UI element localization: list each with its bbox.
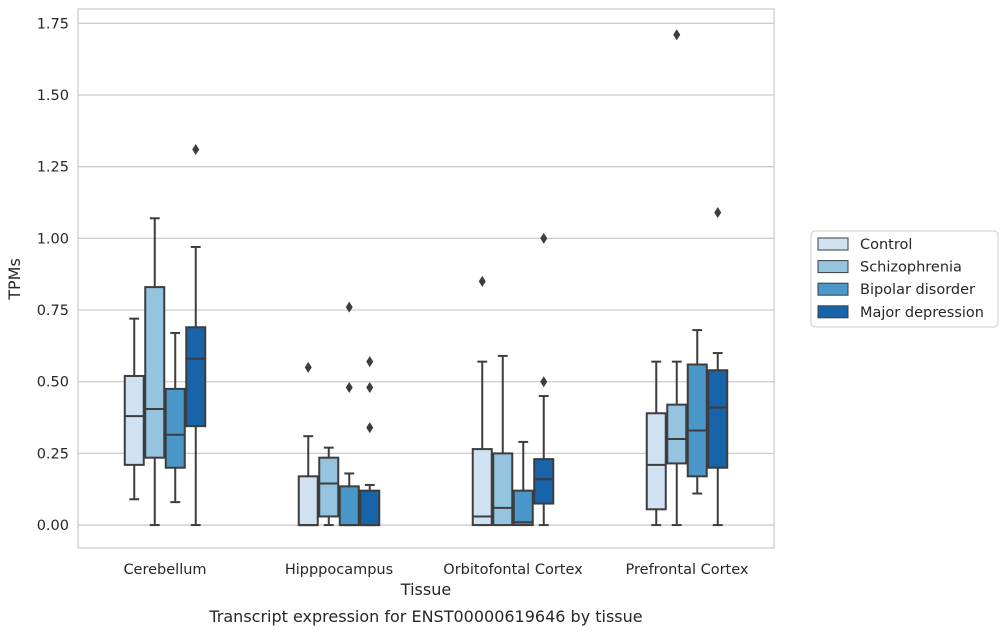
- box-1-1: [318, 446, 340, 527]
- chart-caption: Transcript expression for ENST0000061964…: [208, 607, 642, 626]
- box-iqr: [359, 489, 381, 527]
- y-tick-label: 0.25: [37, 446, 69, 462]
- box-0-3: [185, 143, 207, 527]
- outlier-point: [366, 381, 374, 393]
- outlier-point: [345, 381, 353, 393]
- box-iqr: [185, 326, 207, 428]
- y-tick-label: 0.00: [37, 518, 69, 534]
- box-3-0: [645, 360, 667, 527]
- y-tick-label: 0.50: [37, 375, 69, 391]
- outlier-point: [304, 361, 312, 373]
- y-axis-ticks: 0.00 0.25 0.50 0.75 1.00 1.25 1.50 1.75: [37, 16, 69, 534]
- outlier-point: [540, 376, 548, 388]
- y-tick-label: 1.75: [37, 16, 69, 32]
- x-tick-label: Cerebellum: [123, 562, 206, 578]
- y-tick-label: 0.75: [37, 303, 69, 319]
- box-iqr: [297, 475, 319, 527]
- box-0-2: [164, 331, 186, 504]
- x-tick-label: Prefrontal Cortex: [626, 562, 749, 578]
- box-iqr: [686, 363, 708, 478]
- box-series: [123, 29, 729, 527]
- box-1-3: [359, 356, 381, 527]
- box-iqr: [533, 458, 555, 505]
- y-tick-label: 1.50: [37, 88, 69, 104]
- box-iqr: [645, 412, 667, 511]
- outlier-point: [366, 356, 374, 368]
- box-2-0: [471, 275, 493, 527]
- legend-swatch: [817, 305, 849, 319]
- legend-label: Bipolar disorder: [860, 282, 975, 298]
- box-iqr: [318, 456, 340, 518]
- legend-frame: [810, 230, 999, 328]
- box-3-3: [707, 207, 729, 527]
- x-tick-label: Hipppocampus: [285, 562, 393, 578]
- box-0-1: [144, 217, 166, 527]
- box-iqr: [123, 374, 145, 466]
- box-2-2: [512, 440, 534, 527]
- legend-swatch: [817, 260, 849, 274]
- legend-swatch: [817, 282, 849, 296]
- outlier-point: [478, 275, 486, 287]
- box-iqr: [512, 489, 534, 527]
- box-iqr: [492, 452, 514, 527]
- box-3-1: [666, 29, 688, 527]
- legend: Control Schizophrenia Bipolar disorder Majo…: [810, 230, 999, 328]
- box-3-2: [686, 329, 708, 495]
- box-0-0: [123, 317, 145, 501]
- outlier-point: [714, 207, 722, 219]
- plot-frame: [77, 8, 775, 549]
- box-2-1: [492, 354, 514, 527]
- box-2-3: [533, 232, 555, 527]
- box-iqr: [666, 403, 688, 465]
- box-1-0: [297, 361, 319, 527]
- x-axis-title: Tissue: [400, 580, 451, 599]
- outlier-point: [345, 301, 353, 313]
- x-axis-ticks: Cerebellum Hipppocampus Orbitofontal Corte…: [123, 562, 748, 578]
- legend-label: Control: [860, 237, 912, 253]
- x-tick-label: Orbitofontal Cortex: [443, 562, 583, 578]
- legend-label: Schizophrenia: [860, 260, 962, 276]
- outlier-point: [192, 143, 200, 155]
- box-iqr: [144, 286, 166, 459]
- box-iqr: [707, 369, 729, 469]
- y-tick-label: 1.25: [37, 160, 69, 176]
- outlier-point: [366, 422, 374, 434]
- box-iqr: [338, 485, 360, 527]
- outlier-point: [540, 232, 548, 244]
- legend-swatch: [817, 237, 849, 251]
- legend-label: Major depression: [860, 305, 984, 321]
- box-iqr: [471, 448, 493, 527]
- outlier-point: [673, 29, 681, 41]
- box-iqr: [164, 387, 186, 469]
- y-tick-label: 1.00: [37, 231, 69, 247]
- box-1-2: [338, 301, 360, 527]
- y-axis-title: TPMs: [5, 258, 24, 301]
